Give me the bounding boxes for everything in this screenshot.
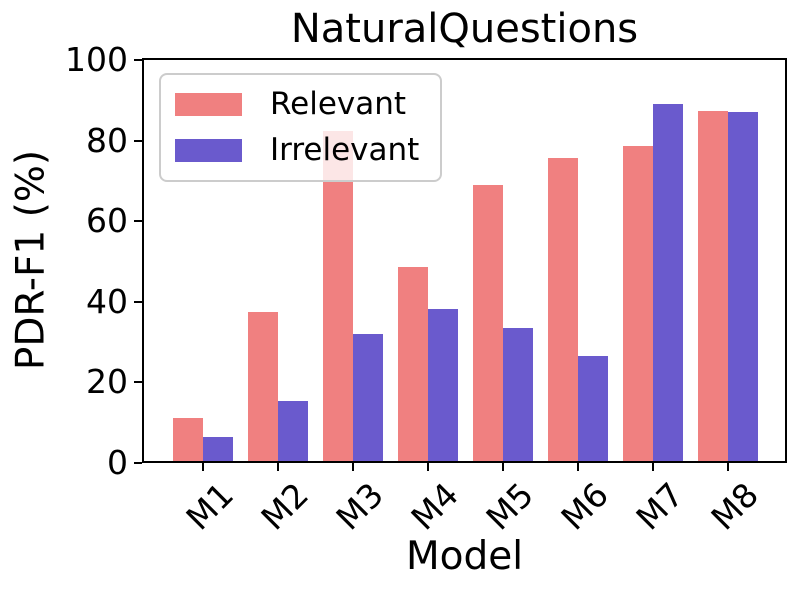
x-tick-label-m8: M8 (703, 475, 766, 538)
y-tick-label-40: 40 (86, 281, 128, 321)
plot-area: 0 20 40 60 80 100 M1 M2 M3 M4 M5 M6 M7 M8 (65, 40, 787, 538)
bar-relevant-m4 (398, 267, 428, 463)
bar-irrelevant-m8 (728, 112, 758, 463)
y-tick-mark-100 (134, 59, 142, 61)
bar-relevant-m6 (548, 157, 578, 463)
bar-relevant-m5 (473, 184, 503, 463)
y-tick-mark-40 (134, 300, 142, 303)
y-tick-mark-80 (134, 139, 142, 142)
legend-swatch-irrelevant (175, 139, 242, 163)
bar-irrelevant-m1 (203, 437, 233, 463)
y-tick-label-0: 0 (107, 443, 128, 482)
chart-title: NaturalQuestions (290, 6, 639, 52)
bar-relevant-m7 (623, 146, 653, 463)
y-tick-label-100: 100 (65, 40, 128, 79)
x-tick-mark-m2 (277, 463, 279, 471)
x-tick-label-m5: M5 (478, 475, 541, 538)
x-tick-mark-m1 (202, 463, 204, 471)
y-tick-label-80: 80 (86, 120, 128, 160)
legend-item-irrelevant: Irrelevant (175, 134, 440, 167)
y-tick-label-20: 20 (86, 362, 128, 402)
x-tick-label-m4: M4 (403, 475, 466, 538)
y-tick-label-60: 60 (86, 201, 128, 241)
bar-irrelevant-m6 (578, 356, 608, 463)
bar-relevant-m2 (248, 312, 278, 463)
legend: Relevant Irrelevant (159, 73, 442, 182)
x-tick-label-m2: M2 (253, 475, 316, 538)
y-axis-label: PDR-F1 (%) (8, 149, 54, 371)
legend-swatch-relevant (175, 92, 242, 116)
y-tick-mark-20 (134, 381, 142, 384)
bar-irrelevant-m7 (653, 103, 683, 463)
bar-irrelevant-m3 (353, 333, 383, 463)
x-axis-label: Model (405, 534, 524, 579)
x-tick-label-m1: M1 (178, 475, 241, 538)
legend-label-irrelevant: Irrelevant (270, 132, 420, 169)
x-tick-mark-m7 (652, 463, 654, 471)
x-tick-mark-m3 (352, 463, 354, 471)
legend-label-relevant: Relevant (270, 85, 407, 122)
bar-relevant-m8 (698, 110, 728, 463)
y-tick-mark-0 (134, 462, 142, 464)
x-tick-mark-m5 (502, 463, 504, 471)
x-tick-mark-m8 (727, 463, 729, 471)
bar-relevant-m3 (323, 130, 353, 463)
x-tick-mark-m4 (427, 463, 429, 471)
x-tick-label-m3: M3 (328, 475, 391, 538)
y-tick-mark-60 (134, 220, 142, 223)
legend-item-relevant: Relevant (175, 85, 440, 122)
x-tick-mark-m6 (577, 463, 579, 471)
bar-irrelevant-m4 (428, 308, 458, 463)
x-tick-label-m7: M7 (628, 475, 691, 538)
bar-irrelevant-m5 (503, 327, 533, 463)
x-tick-label-m6: M6 (553, 475, 616, 538)
bar-irrelevant-m2 (278, 400, 308, 463)
bar-relevant-m1 (173, 417, 203, 463)
